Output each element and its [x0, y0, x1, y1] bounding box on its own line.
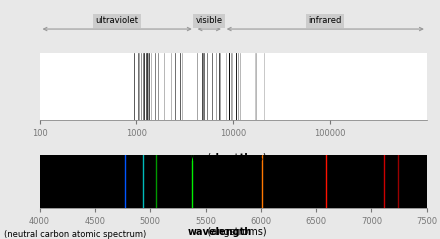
Text: wavelength: wavelength — [188, 153, 252, 163]
Text: (angstroms): (angstroms) — [173, 227, 267, 237]
Text: (angstroms): (angstroms) — [173, 153, 267, 163]
Text: ultraviolet: ultraviolet — [95, 16, 139, 25]
Text: visible: visible — [196, 16, 223, 25]
Text: infrared: infrared — [308, 16, 342, 25]
Text: wavelength: wavelength — [188, 227, 252, 237]
Text: (neutral carbon atomic spectrum): (neutral carbon atomic spectrum) — [4, 230, 147, 239]
